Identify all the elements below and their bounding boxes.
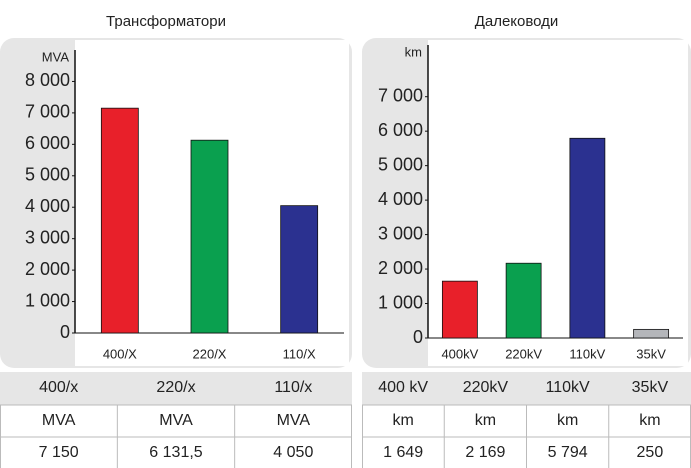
- table-cell: 110kV: [546, 379, 591, 396]
- table-row: [0, 436, 352, 468]
- bar: [280, 205, 319, 334]
- bar: [633, 328, 670, 339]
- bar: [100, 107, 139, 334]
- y-tick-label: 7 000: [25, 102, 70, 122]
- table-cell: 110/x: [274, 379, 312, 396]
- x-tick-label: 220/X: [193, 346, 227, 361]
- chart-title: Далеководи: [475, 13, 559, 30]
- y-tick-label: 2 000: [25, 259, 70, 279]
- y-tick-label: 4 000: [378, 189, 423, 209]
- y-tick-label: 3 000: [25, 227, 70, 247]
- y-tick-label: 0: [413, 327, 423, 347]
- bar: [569, 137, 606, 339]
- y-tick-label: 6 000: [25, 133, 70, 153]
- table-cell: km: [392, 412, 413, 429]
- table-cell: 220kV: [463, 379, 509, 396]
- x-tick-label: 110kV: [569, 346, 605, 361]
- table-cell: MVA: [42, 412, 76, 429]
- bar: [505, 262, 542, 339]
- table-cell: MVA: [277, 412, 311, 429]
- y-tick-label: 1 000: [25, 290, 70, 310]
- table-cell: 250: [637, 444, 664, 461]
- bar: [441, 280, 478, 339]
- table-cell: 400 kV: [378, 379, 428, 396]
- chart-title: Трансформатори: [106, 13, 226, 30]
- y-tick-label: 8 000: [25, 70, 70, 90]
- bar: [190, 139, 229, 334]
- y-tick-label: 2 000: [378, 258, 423, 278]
- table-header-bg: [0, 372, 352, 405]
- x-tick-label: 35kV: [636, 346, 666, 361]
- table-cell: 1 649: [383, 444, 423, 461]
- table-cell: 35kV: [632, 379, 669, 396]
- y-tick-label: 3 000: [378, 223, 423, 243]
- y-tick-label: 5 000: [25, 165, 70, 185]
- table-cell: MVA: [159, 412, 193, 429]
- table-cell: 2 169: [465, 444, 505, 461]
- x-tick-label: 400/X: [103, 346, 137, 361]
- table-cell: km: [639, 412, 660, 429]
- table-cell: 4 050: [273, 444, 313, 461]
- table-cell: 220/x: [156, 379, 195, 396]
- x-tick-label: 400kV: [441, 346, 478, 361]
- table-cell: 400/x: [39, 379, 78, 396]
- y-tick-label: 7 000: [378, 85, 423, 105]
- x-tick-label: 110/X: [283, 346, 316, 361]
- y-tick-label: 6 000: [378, 120, 423, 140]
- y-tick-label: 1 000: [378, 292, 423, 312]
- table-header-bg: [362, 372, 691, 405]
- table-cell: km: [475, 412, 496, 429]
- table-cell: km: [557, 412, 578, 429]
- table-cell: 5 794: [548, 444, 588, 461]
- y-tick-label: 5 000: [378, 154, 423, 174]
- x-tick-label: 220kV: [505, 346, 542, 361]
- y-axis-label: MVA: [42, 49, 70, 64]
- table-cell: 7 150: [39, 444, 79, 461]
- table-cell: 6 131,5: [149, 444, 202, 461]
- y-axis-label: km: [405, 44, 422, 59]
- y-tick-label: 0: [60, 322, 70, 342]
- y-tick-label: 4 000: [25, 196, 70, 216]
